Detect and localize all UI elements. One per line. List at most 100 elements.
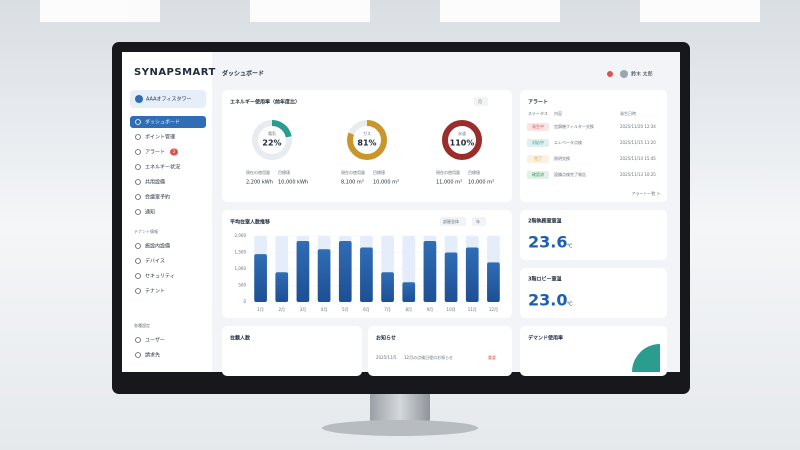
temperature-value: 23.0 (528, 291, 567, 310)
menu-item[interactable]: ユーザー (145, 338, 165, 344)
alert-date: 2025/11/13 10:25 (620, 172, 656, 177)
chart-title: 平均在室人数推移 (230, 219, 270, 226)
x-tick-label: 7月 (384, 307, 391, 312)
menu-icon (135, 273, 141, 279)
menu-section: 各種設定 (134, 322, 150, 328)
alert-date: 2025/11/20 12:34 (620, 124, 656, 129)
menu-icon (135, 288, 141, 294)
target-value: 10,000 kWh (278, 180, 308, 186)
menu-item[interactable]: 施設内設備 (145, 243, 170, 250)
bottom-card (368, 326, 512, 376)
gauge-arc (252, 120, 292, 160)
current-value: 11,000 m³ (436, 180, 462, 186)
current-label: 現在の使用量 (436, 169, 460, 175)
status-text: 確認済 (532, 171, 544, 177)
monitor-neck (370, 390, 430, 424)
menu-item[interactable]: ポイント管理 (145, 134, 175, 141)
menu-item[interactable]: デバイス (145, 258, 165, 265)
x-tick-label: 1月 (257, 307, 264, 312)
bottom-card-title: 在籍人数 (230, 335, 251, 342)
menu-item[interactable]: ダッシュボード (145, 119, 180, 126)
gauge-arc (442, 120, 482, 160)
menu-item[interactable]: テナント (145, 289, 165, 295)
menu-icon (135, 337, 141, 343)
temperature-title: 3階ロビー室温 (528, 276, 561, 283)
gauge-name: 電気 (268, 130, 276, 136)
user-name[interactable]: 鈴木 太郎 (631, 71, 653, 78)
menu-item[interactable]: 共用設備 (145, 179, 165, 186)
alert-date: 2025/11/14 15:45 (620, 156, 656, 161)
alert-text[interactable]: 照明交換 (554, 155, 570, 161)
alerts-more[interactable]: アラート一覧 > (631, 190, 660, 196)
menu-icon (135, 209, 141, 215)
bar (465, 247, 479, 302)
menu-item[interactable]: 請求先 (145, 352, 160, 359)
chart-filter[interactable] (440, 217, 466, 226)
menu-icon (135, 134, 141, 140)
alert-text[interactable]: エレベータ点検 (554, 139, 582, 145)
building-icon (135, 95, 143, 103)
demand-gauge-partial (632, 344, 660, 372)
alert-date: 2025/11/15 11:20 (620, 140, 656, 145)
menu-icon (135, 194, 141, 200)
menu-section: テナント情報 (134, 228, 158, 234)
menu-item[interactable]: エネルギー状況 (145, 164, 180, 171)
bar (487, 262, 500, 302)
target-label: 目標値 (373, 169, 385, 175)
y-tick-label: 1,000 (235, 266, 247, 271)
notification-icon[interactable] (607, 71, 613, 77)
bar (317, 249, 331, 302)
menu-icon (135, 119, 141, 125)
temperature-unit: ℃ (567, 244, 573, 250)
alert-column: 内容 (554, 110, 562, 116)
bar (381, 272, 394, 302)
alert-badge (170, 148, 178, 156)
menu-icon (135, 179, 141, 185)
x-tick-label: 11月 (468, 307, 477, 312)
menu-icon (135, 258, 141, 264)
gauge-value: 81% (357, 139, 376, 148)
bottom-card (222, 326, 362, 376)
x-tick-label: 5月 (342, 307, 349, 312)
temperature-card (520, 268, 667, 318)
page-title: ダッシュボード (222, 70, 264, 78)
monitor-base (322, 420, 478, 436)
menu-icon (135, 243, 141, 249)
ceiling-lights (40, 0, 760, 22)
y-tick-label: 2,000 (235, 233, 247, 238)
bar (275, 272, 289, 302)
energy-card (222, 90, 512, 202)
x-tick-label: 12月 (489, 307, 498, 312)
building-selector[interactable] (130, 90, 206, 108)
alerts-title: アラート (528, 100, 548, 106)
alert-text[interactable]: 空調機フィルター交換 (554, 123, 594, 129)
target-value: 10,000 m³ (373, 180, 399, 186)
temperature-unit: ℃ (567, 302, 573, 308)
target-label: 目標値 (278, 169, 290, 175)
user-avatar (620, 70, 628, 78)
menu-item[interactable]: 通知 (145, 209, 155, 216)
alert-text[interactable]: 設備点検完了報告 (554, 171, 586, 177)
status-tag (527, 171, 549, 179)
energy-period[interactable] (474, 97, 488, 106)
notice-tag: 重要 (488, 354, 496, 360)
status-tag (527, 155, 549, 163)
chart-period[interactable] (472, 217, 486, 226)
energy-period-label: 月 (478, 99, 482, 104)
target-label: 目標値 (468, 169, 480, 175)
status-tag (527, 139, 549, 147)
menu-item[interactable]: セキュリティ (145, 274, 175, 280)
bar (423, 240, 437, 302)
menu-item[interactable]: 会議室予約 (145, 194, 170, 201)
menu-item[interactable]: アラート (145, 150, 165, 156)
current-label: 現在の使用量 (341, 169, 365, 175)
bar (402, 282, 416, 302)
target-value: 10,000 m³ (468, 180, 494, 186)
x-tick-label: 3月 (300, 307, 307, 312)
x-tick-label: 8月 (405, 307, 412, 312)
bar (338, 240, 352, 302)
